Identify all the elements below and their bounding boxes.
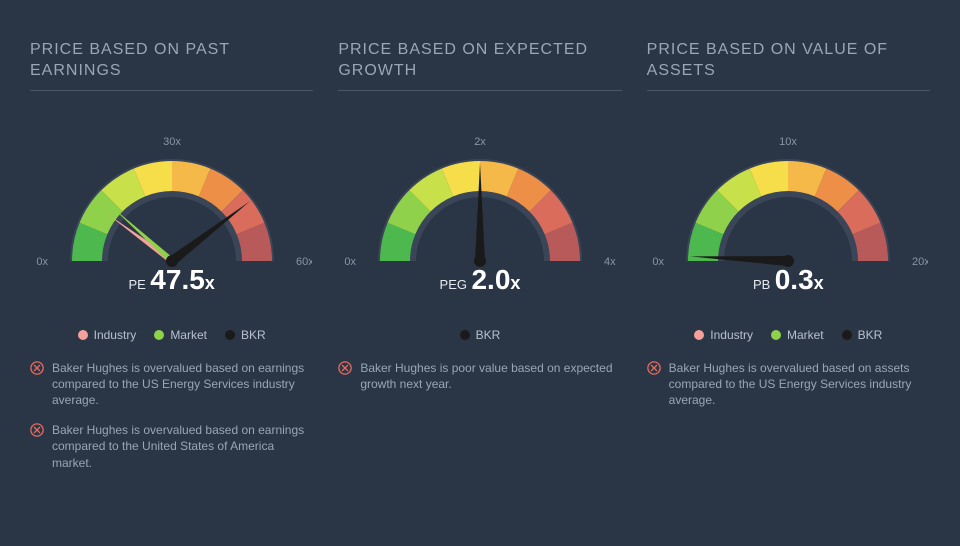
legend-dot-icon — [694, 330, 704, 340]
dashboard-container: PRICE BASED ON PAST EARNINGS 0x 30x 60x PE … — [0, 0, 960, 491]
cross-circle-icon — [30, 423, 44, 437]
note-item: Baker Hughes is overvalued based on asse… — [647, 360, 930, 409]
svg-text:2x: 2x — [474, 136, 486, 148]
gauge-suffix: x — [510, 273, 520, 293]
legend: Industry Market BKR — [30, 328, 313, 342]
svg-text:30x: 30x — [163, 136, 181, 148]
legend-label: Industry — [94, 328, 137, 342]
note-item: Baker Hughes is overvalued based on earn… — [30, 422, 313, 471]
legend-item-market: Market — [771, 328, 824, 342]
svg-text:0x: 0x — [653, 256, 665, 268]
gauge-suffix: x — [814, 273, 824, 293]
notes-list: Baker Hughes is overvalued based on earn… — [30, 360, 313, 471]
note-item: Baker Hughes is overvalued based on earn… — [30, 360, 313, 409]
gauge-value: 47.5 — [150, 264, 205, 295]
legend-label: BKR — [476, 328, 501, 342]
svg-text:0x: 0x — [36, 256, 48, 268]
svg-text:60x: 60x — [296, 256, 312, 268]
legend-label: Market — [787, 328, 824, 342]
gauge: 0x 10x 20x PB 0.3x — [647, 116, 930, 326]
legend-dot-icon — [154, 330, 164, 340]
svg-text:10x: 10x — [779, 136, 797, 148]
gauge-metric-label: PEG — [440, 277, 467, 292]
legend-item-industry: Industry — [78, 328, 137, 342]
legend-item-bkr: BKR — [460, 328, 501, 342]
legend-item-bkr: BKR — [842, 328, 883, 342]
legend-dot-icon — [771, 330, 781, 340]
panel-title: PRICE BASED ON VALUE OF ASSETS — [647, 40, 930, 91]
gauge-readout: PB 0.3x — [753, 264, 824, 296]
svg-text:0x: 0x — [344, 256, 356, 268]
gauge: 0x 2x 4x PEG 2.0x — [338, 116, 621, 326]
valuation-panel: PRICE BASED ON VALUE OF ASSETS 0x 10x 20x P… — [647, 40, 930, 471]
cross-circle-icon — [338, 361, 352, 375]
legend-dot-icon — [78, 330, 88, 340]
legend-dot-icon — [460, 330, 470, 340]
gauge-readout: PE 47.5x — [129, 264, 215, 296]
legend: Industry Market BKR — [647, 328, 930, 342]
note-item: Baker Hughes is poor value based on expe… — [338, 360, 621, 392]
legend-label: Market — [170, 328, 207, 342]
notes-list: Baker Hughes is poor value based on expe… — [338, 360, 621, 392]
legend-dot-icon — [842, 330, 852, 340]
legend-dot-icon — [225, 330, 235, 340]
gauge-metric-label: PB — [753, 277, 770, 292]
notes-list: Baker Hughes is overvalued based on asse… — [647, 360, 930, 409]
legend-item-bkr: BKR — [225, 328, 266, 342]
legend-item-market: Market — [154, 328, 207, 342]
legend-item-industry: Industry — [694, 328, 753, 342]
svg-text:20x: 20x — [912, 256, 928, 268]
cross-circle-icon — [647, 361, 661, 375]
gauge-readout: PEG 2.0x — [440, 264, 521, 296]
gauge-metric-label: PE — [129, 277, 146, 292]
gauge: 0x 30x 60x PE 47.5x — [30, 116, 313, 326]
valuation-panel: PRICE BASED ON EXPECTED GROWTH 0x 2x 4x PEG… — [338, 40, 621, 471]
gauge-suffix: x — [205, 273, 215, 293]
note-text: Baker Hughes is overvalued based on earn… — [52, 422, 313, 471]
gauge-value: 2.0 — [471, 264, 510, 295]
legend-label: Industry — [710, 328, 753, 342]
note-text: Baker Hughes is overvalued based on earn… — [52, 360, 313, 409]
valuation-panel: PRICE BASED ON PAST EARNINGS 0x 30x 60x PE … — [30, 40, 313, 471]
svg-text:4x: 4x — [604, 256, 616, 268]
legend-label: BKR — [858, 328, 883, 342]
panel-title: PRICE BASED ON EXPECTED GROWTH — [338, 40, 621, 91]
panel-title: PRICE BASED ON PAST EARNINGS — [30, 40, 313, 91]
note-text: Baker Hughes is poor value based on expe… — [360, 360, 621, 392]
legend-label: BKR — [241, 328, 266, 342]
note-text: Baker Hughes is overvalued based on asse… — [669, 360, 930, 409]
cross-circle-icon — [30, 361, 44, 375]
legend: BKR — [338, 328, 621, 342]
gauge-value: 0.3 — [775, 264, 814, 295]
